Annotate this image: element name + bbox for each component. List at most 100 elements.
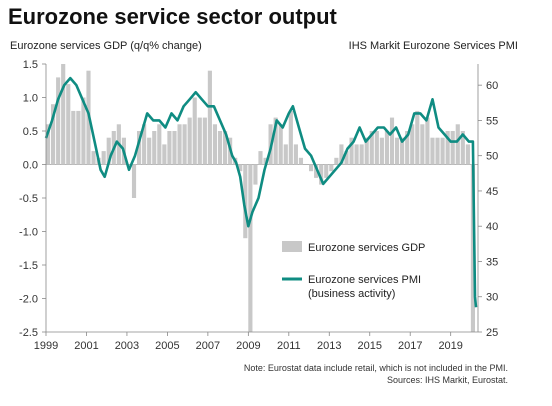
gdp-bar <box>157 124 162 165</box>
x-tick-label: 2017 <box>398 340 422 352</box>
gdp-bar <box>71 110 76 165</box>
right-tick-label: 50 <box>486 151 498 163</box>
gdp-bar <box>319 164 324 185</box>
gdp-bar <box>222 131 228 165</box>
left-tick-label: 0.5 <box>23 126 38 138</box>
x-tick-label: 2003 <box>115 340 139 352</box>
gdp-bar <box>152 131 157 165</box>
x-tick-label: 2015 <box>358 340 382 352</box>
x-tick-label: 2005 <box>155 340 179 352</box>
gdp-bar <box>470 164 476 332</box>
gdp-bar <box>263 157 268 165</box>
gdp-bar <box>364 137 369 165</box>
x-tick-label: 2009 <box>236 340 260 352</box>
gdp-bar <box>420 124 425 165</box>
gdp-bar <box>394 137 400 165</box>
right-tick-label: 60 <box>486 80 498 92</box>
gdp-bar <box>137 131 142 165</box>
gdp-bar <box>207 70 212 165</box>
page-title: Eurozone service sector output <box>8 4 337 29</box>
gdp-bar <box>278 124 283 165</box>
gdp-bar <box>415 110 420 165</box>
x-tick-label: 2007 <box>196 340 220 352</box>
gdp-bar <box>389 117 395 165</box>
gdp-bar <box>197 117 202 165</box>
right-axis-label: IHS Markit Eurozone Services PMI <box>348 40 518 52</box>
gdp-bar <box>202 117 207 165</box>
legend: Eurozone services GDP Eurozone services P… <box>282 241 425 300</box>
left-tick-label: 1.5 <box>23 59 38 71</box>
left-tick-label: -1.5 <box>19 260 38 272</box>
gdp-bar <box>314 164 319 178</box>
gdp-bar <box>238 164 243 172</box>
gdp-bar <box>384 131 390 165</box>
gdp-bar <box>308 164 314 172</box>
gdp-bar <box>76 110 81 165</box>
gdp-bar <box>288 110 293 165</box>
gdp-bar <box>66 84 71 165</box>
gdp-bar <box>450 131 455 165</box>
gdp-bar <box>400 137 405 165</box>
gdp-bar <box>405 131 410 165</box>
gdp-bar <box>455 124 460 165</box>
gdp-bar <box>162 144 167 165</box>
gdp-bar <box>460 131 465 165</box>
gdp-bars <box>46 64 476 332</box>
sources: Sources: IHS Markit, Eurostat. <box>386 375 508 385</box>
gdp-bar <box>253 164 258 185</box>
x-tick-label: 2011 <box>277 340 301 352</box>
gdp-bar <box>182 124 187 165</box>
gdp-bar <box>101 151 106 165</box>
gdp-bar <box>369 131 374 165</box>
left-tick-label: 0.0 <box>23 160 38 172</box>
gdp-bar <box>425 117 430 165</box>
x-tick-label: 1999 <box>34 340 58 352</box>
legend-gdp-swatch <box>282 241 302 252</box>
legend-pmi-label: Eurozone services PMI <box>308 274 421 286</box>
x-tick-label: 2019 <box>438 340 462 352</box>
gdp-bar <box>354 144 359 165</box>
gdp-bar <box>243 164 248 239</box>
gdp-bar <box>329 164 334 172</box>
right-tick-label: 55 <box>486 115 498 127</box>
gdp-bar <box>349 137 354 165</box>
axes: 1.5 1.0 0.5 0.0 -0.5 -1.0 -1.5 -2.0 -2.5 60 55 50 45… <box>19 59 498 352</box>
legend-pmi-sublabel: (business activity) <box>308 288 395 300</box>
legend-gdp-label: Eurozone services GDP <box>308 242 425 254</box>
gdp-bar <box>131 164 137 198</box>
right-tick-label: 35 <box>486 256 498 268</box>
x-tick-label: 2013 <box>317 340 341 352</box>
right-tick-label: 45 <box>486 186 498 198</box>
gdp-bar <box>445 131 450 165</box>
footnote: Note: Eurostat data include retail, whic… <box>243 363 508 373</box>
left-axis-label: Eurozone services GDP (q/q% change) <box>10 40 202 52</box>
left-tick-label: -2.5 <box>19 327 38 339</box>
gdp-bar <box>248 164 253 332</box>
gdp-bar <box>217 131 223 165</box>
right-tick-label: 30 <box>486 292 498 304</box>
gdp-bar <box>465 144 470 165</box>
left-tick-label: 1.0 <box>23 93 38 105</box>
gdp-bar <box>374 131 379 165</box>
gdp-bar <box>283 144 288 165</box>
gdp-bar <box>91 151 96 165</box>
gdp-bar <box>258 151 263 165</box>
gdp-bar <box>334 157 339 165</box>
left-tick-label: -1.0 <box>19 227 38 239</box>
gdp-bar <box>379 137 384 165</box>
gdp-bar <box>61 64 66 165</box>
gdp-bar <box>410 124 415 165</box>
gdp-bar <box>430 137 435 165</box>
gdp-bar <box>172 131 177 165</box>
gdp-bar <box>324 164 329 178</box>
gdp-bar <box>142 124 147 165</box>
gdp-bar <box>81 97 86 165</box>
right-tick-label: 25 <box>486 327 498 339</box>
left-tick-label: -2.0 <box>19 294 38 306</box>
gdp-bar <box>106 137 111 165</box>
gdp-bar <box>51 104 56 165</box>
gdp-bar <box>177 124 182 165</box>
gdp-bar <box>440 137 445 165</box>
gdp-bar <box>298 157 304 165</box>
pmi-line <box>44 76 478 308</box>
